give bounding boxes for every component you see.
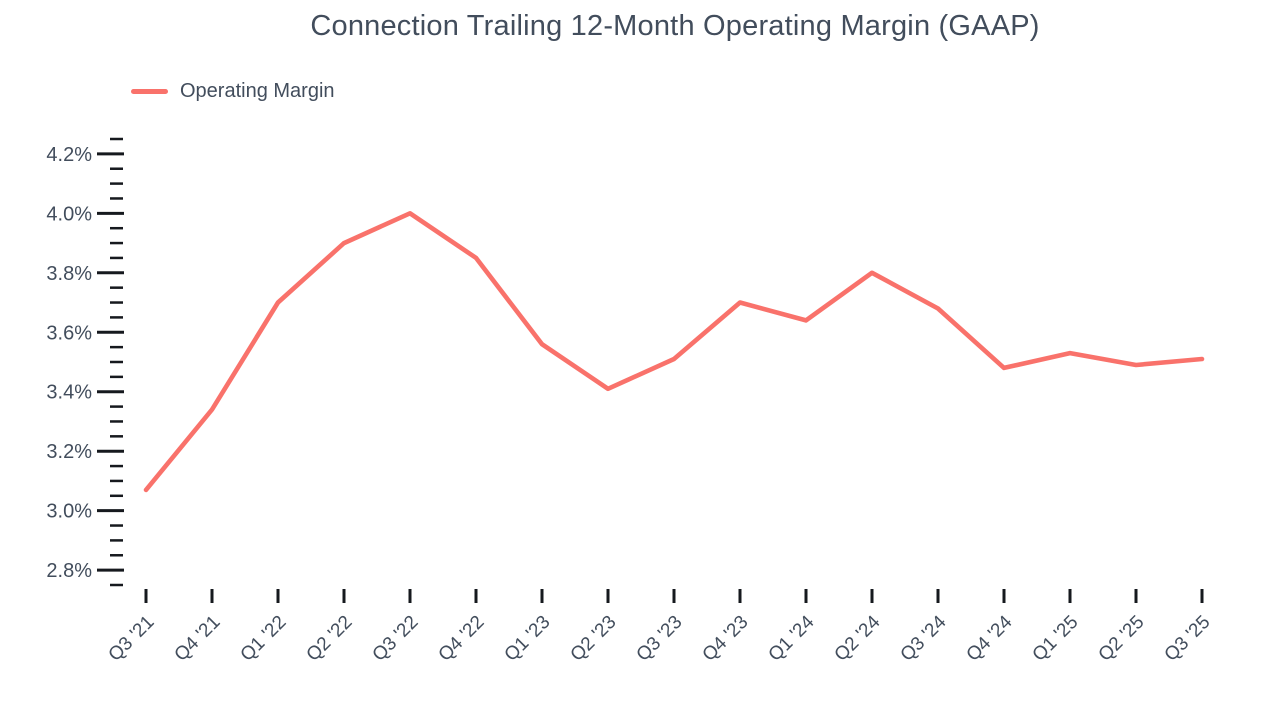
x-axis-label: Q1 '25 (1029, 612, 1083, 666)
x-axis-label: Q1 '24 (765, 611, 819, 665)
x-axis-label: Q3 '23 (633, 612, 687, 666)
x-axis-label: Q3 '21 (105, 612, 159, 666)
y-axis-label: 3.4% (46, 382, 92, 404)
x-axis-label: Q1 '23 (501, 612, 555, 666)
x-axis-label: Q3 '25 (1161, 612, 1215, 666)
legend-label: Operating Margin (180, 80, 335, 102)
x-axis-label: Q2 '25 (1095, 612, 1149, 666)
x-axis-label: Q3 '22 (369, 612, 423, 666)
y-axis-label: 3.8% (46, 263, 92, 285)
x-axis-label: Q4 '21 (171, 612, 225, 666)
x-axis-label: Q2 '22 (303, 612, 357, 666)
series-line-operating-margin (143, 211, 1205, 493)
x-axis-label: Q4 '23 (699, 612, 753, 666)
legend: Operating Margin (131, 80, 335, 103)
y-axis-label: 3.2% (46, 441, 92, 463)
x-axis-label: Q3 '24 (897, 611, 951, 665)
y-axis-label: 4.2% (46, 144, 92, 166)
x-axis-label: Q2 '24 (831, 611, 885, 665)
chart-title: Connection Trailing 12-Month Operating M… (310, 10, 1040, 42)
y-axis-label: 4.0% (46, 203, 92, 225)
y-axis-label: 3.6% (46, 322, 92, 344)
y-axis-label: 2.8% (46, 560, 92, 582)
x-axis-label: Q4 '24 (963, 611, 1017, 665)
legend-line-swatch (131, 89, 168, 94)
x-axis-label: Q4 '22 (435, 612, 489, 666)
x-axis-label: Q2 '23 (567, 612, 621, 666)
x-axis-label: Q1 '22 (237, 612, 291, 666)
y-axis-label: 3.0% (46, 501, 92, 523)
